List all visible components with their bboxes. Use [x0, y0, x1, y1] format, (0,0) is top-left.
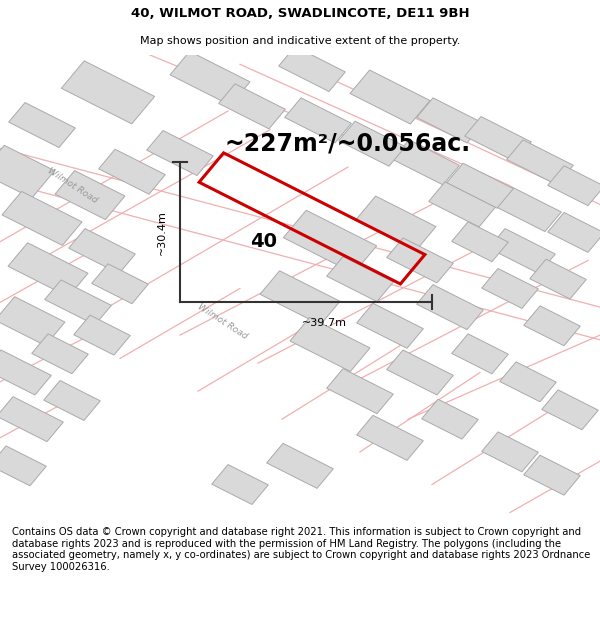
Text: ~30.4m: ~30.4m — [157, 210, 167, 255]
Polygon shape — [452, 222, 508, 262]
Polygon shape — [8, 242, 88, 297]
Polygon shape — [8, 102, 76, 148]
Polygon shape — [0, 397, 64, 442]
Polygon shape — [356, 196, 436, 250]
Polygon shape — [326, 369, 394, 414]
Polygon shape — [500, 362, 556, 402]
Text: 40: 40 — [251, 232, 277, 251]
Polygon shape — [386, 350, 454, 395]
Polygon shape — [548, 213, 600, 253]
Text: Map shows position and indicative extent of the property.: Map shows position and indicative extent… — [140, 36, 460, 46]
Polygon shape — [548, 166, 600, 206]
Polygon shape — [428, 182, 496, 227]
Polygon shape — [278, 46, 346, 91]
Polygon shape — [170, 51, 250, 106]
Polygon shape — [482, 432, 538, 472]
Polygon shape — [446, 163, 514, 208]
Polygon shape — [55, 171, 125, 219]
Polygon shape — [98, 149, 166, 194]
Polygon shape — [416, 284, 484, 329]
Polygon shape — [0, 350, 52, 395]
Polygon shape — [68, 229, 136, 274]
Polygon shape — [482, 269, 538, 308]
Polygon shape — [0, 446, 46, 486]
Polygon shape — [218, 84, 286, 129]
Polygon shape — [266, 443, 334, 488]
Polygon shape — [0, 297, 65, 346]
Polygon shape — [2, 191, 82, 246]
Polygon shape — [260, 271, 340, 325]
Polygon shape — [416, 98, 484, 143]
Polygon shape — [350, 70, 430, 124]
Text: Wilmot Road: Wilmot Road — [196, 302, 248, 341]
Polygon shape — [338, 121, 406, 166]
Text: ~39.7m: ~39.7m — [302, 319, 347, 329]
Text: Wilmot Road: Wilmot Road — [46, 166, 98, 205]
Text: Contains OS data © Crown copyright and database right 2021. This information is : Contains OS data © Crown copyright and d… — [12, 527, 590, 572]
Text: ~227m²/~0.056ac.: ~227m²/~0.056ac. — [225, 132, 471, 156]
Polygon shape — [284, 98, 352, 143]
Polygon shape — [44, 280, 112, 325]
Polygon shape — [74, 315, 130, 355]
Polygon shape — [524, 306, 580, 346]
Polygon shape — [283, 210, 377, 273]
Polygon shape — [542, 390, 598, 430]
Polygon shape — [386, 238, 454, 283]
Polygon shape — [356, 303, 424, 348]
Polygon shape — [422, 399, 478, 439]
Polygon shape — [506, 140, 574, 185]
Polygon shape — [464, 116, 532, 161]
Polygon shape — [488, 229, 556, 274]
Polygon shape — [32, 334, 88, 374]
Polygon shape — [494, 187, 562, 232]
Polygon shape — [212, 464, 268, 504]
Polygon shape — [524, 455, 580, 495]
Polygon shape — [146, 131, 214, 176]
Polygon shape — [0, 145, 55, 198]
Polygon shape — [452, 334, 508, 374]
Polygon shape — [326, 257, 394, 302]
Polygon shape — [61, 61, 155, 124]
Polygon shape — [92, 264, 148, 304]
Polygon shape — [290, 318, 370, 371]
Polygon shape — [356, 416, 424, 461]
Polygon shape — [392, 140, 460, 185]
Text: 40, WILMOT ROAD, SWADLINCOTE, DE11 9BH: 40, WILMOT ROAD, SWADLINCOTE, DE11 9BH — [131, 8, 469, 20]
Polygon shape — [44, 381, 100, 421]
Polygon shape — [530, 259, 586, 299]
